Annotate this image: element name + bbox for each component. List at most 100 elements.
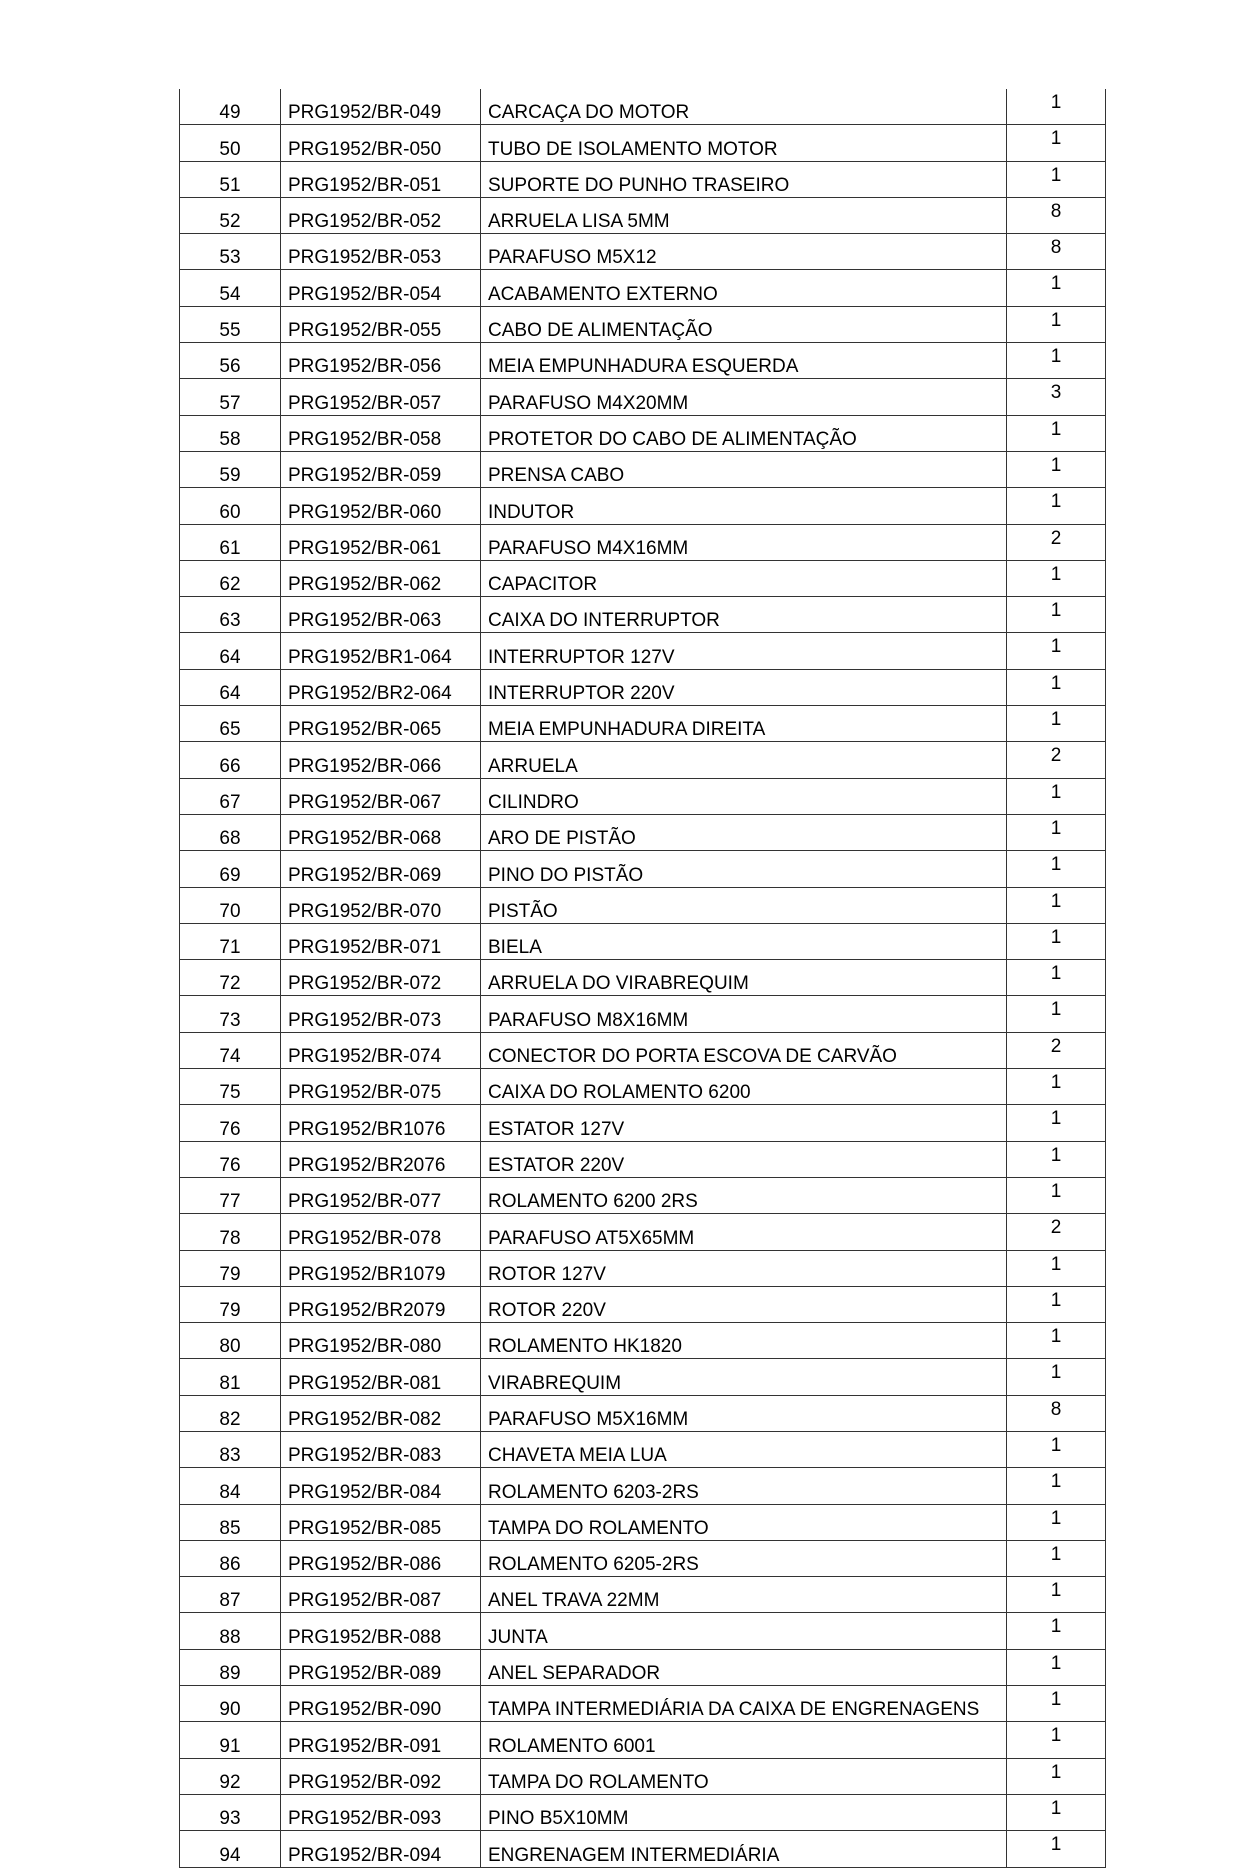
part-description: PROTETOR DO CABO DE ALIMENTAÇÃO [480,414,1007,452]
part-description: TUBO DE ISOLAMENTO MOTOR [480,124,1007,162]
part-description: TAMPA DO ROLAMENTO [480,1757,1007,1795]
quantity: 1 [1006,1430,1106,1469]
part-code: PRG1952/BR-074 [280,1031,481,1070]
item-number: 72 [179,959,281,997]
part-code: PRG1952/BR-085 [280,1503,481,1541]
part-description: ROLAMENTO HK1820 [480,1322,1007,1360]
table-row: 59 PRG1952/BR-059 PRENSA CABO 1 [179,450,1106,489]
part-code: PRG1952/BR2-064 [280,668,481,707]
part-code: PRG1952/BR-084 [280,1467,481,1505]
part-description: ANEL TRAVA 22MM [480,1576,1007,1614]
part-code: PRG1952/BR-092 [280,1757,481,1795]
quantity: 1 [1006,450,1106,489]
part-code: PRG1952/BR-081 [280,1358,481,1396]
part-code: PRG1952/BR-056 [280,342,481,380]
table-row: 56 PRG1952/BR-056 MEIA EMPUNHADURA ESQUERD… [179,342,1106,380]
quantity: 1 [1006,1285,1106,1324]
part-code: PRG1952/BR-053 [280,233,481,271]
item-number: 66 [179,741,281,779]
part-code: PRG1952/BR-059 [280,450,481,489]
table-row: 85 PRG1952/BR-085 TAMPA DO ROLAMENTO 1 [179,1503,1106,1541]
quantity: 1 [1006,1757,1106,1795]
part-description: CHAVETA MEIA LUA [480,1430,1007,1469]
table-row: 57 PRG1952/BR-057 PARAFUSO M4X20MM 3 [179,378,1106,416]
table-row: 88 PRG1952/BR-088 JUNTA 1 [179,1612,1106,1650]
part-code: PRG1952/BR-057 [280,378,481,416]
quantity: 1 [1006,850,1106,888]
table-row: 87 PRG1952/BR-087 ANEL TRAVA 22MM 1 [179,1576,1106,1614]
part-description: CAIXA DO ROLAMENTO 6200 [480,1068,1007,1106]
part-description: ESTATOR 220V [480,1140,1007,1178]
part-code: PRG1952/BR-089 [280,1648,481,1687]
part-code: PRG1952/BR-093 [280,1793,481,1832]
part-code: PRG1952/BR-070 [280,886,481,924]
quantity: 1 [1006,959,1106,997]
part-description: ROLAMENTO 6001 [480,1721,1007,1759]
part-code: PRG1952/BR-073 [280,995,481,1033]
part-code: PRG1952/BR-063 [280,596,481,634]
item-number: 69 [179,850,281,888]
part-code: PRG1952/BR-087 [280,1576,481,1614]
quantity: 1 [1006,487,1106,525]
item-number: 93 [179,1793,281,1832]
part-code: PRG1952/BR-055 [280,305,481,344]
item-number: 63 [179,596,281,634]
part-description: PARAFUSO AT5X65MM [480,1213,1007,1251]
quantity: 1 [1006,305,1106,344]
item-number: 80 [179,1322,281,1360]
item-number: 81 [179,1358,281,1396]
table-row: 54 PRG1952/BR-054 ACABAMENTO EXTERNO 1 [179,269,1106,307]
part-description: CONECTOR DO PORTA ESCOVA DE CARVÃO [480,1031,1007,1070]
table-row: 70 PRG1952/BR-070 PISTÃO 1 [179,886,1106,924]
item-number: 84 [179,1467,281,1505]
part-code: PRG1952/BR-094 [280,1830,481,1868]
item-number: 64 [179,668,281,707]
part-code: PRG1952/BR-082 [280,1394,481,1432]
part-description: ANEL SEPARADOR [480,1648,1007,1687]
quantity: 1 [1006,668,1106,707]
item-number: 92 [179,1757,281,1795]
quantity: 1 [1006,1793,1106,1832]
part-description: PINO B5X10MM [480,1793,1007,1832]
table-row: 79 PRG1952/BR1079 ROTOR 127V 1 [179,1249,1106,1287]
quantity: 2 [1006,741,1106,779]
item-number: 91 [179,1721,281,1759]
quantity: 3 [1006,378,1106,416]
table-row: 90 PRG1952/BR-090 TAMPA INTERMEDIÁRIA DA C… [179,1685,1106,1723]
part-code: PRG1952/BR-060 [280,487,481,525]
table-row: 67 PRG1952/BR-067 CILINDRO 1 [179,777,1106,815]
table-row: 76 PRG1952/BR2076 ESTATOR 220V 1 [179,1140,1106,1178]
item-number: 65 [179,705,281,743]
part-description: PARAFUSO M5X16MM [480,1394,1007,1432]
part-description: INTERRUPTOR 127V [480,632,1007,670]
quantity: 1 [1006,1648,1106,1687]
quantity: 1 [1006,1612,1106,1650]
quantity: 1 [1006,559,1106,598]
part-code: PRG1952/BR1079 [280,1249,481,1287]
quantity: 1 [1006,705,1106,743]
part-code: PRG1952/BR-065 [280,705,481,743]
table-row: 73 PRG1952/BR-073 PARAFUSO M8X16MM 1 [179,995,1106,1033]
table-row: 84 PRG1952/BR-084 ROLAMENTO 6203-2RS 1 [179,1467,1106,1505]
table-row: 76 PRG1952/BR1076 ESTATOR 127V 1 [179,1104,1106,1142]
item-number: 78 [179,1213,281,1251]
table-row: 71 PRG1952/BR-071 BIELA 1 [179,922,1106,961]
part-description: MEIA EMPUNHADURA ESQUERDA [480,342,1007,380]
item-number: 88 [179,1612,281,1650]
quantity: 1 [1006,1176,1106,1215]
table-row: 92 PRG1952/BR-092 TAMPA DO ROLAMENTO 1 [179,1757,1106,1795]
table-row: 78 PRG1952/BR-078 PARAFUSO AT5X65MM 2 [179,1213,1106,1251]
item-number: 76 [179,1140,281,1178]
part-description: CABO DE ALIMENTAÇÃO [480,305,1007,344]
part-code: PRG1952/BR1-064 [280,632,481,670]
part-code: PRG1952/BR-091 [280,1721,481,1759]
part-description: PARAFUSO M8X16MM [480,995,1007,1033]
parts-table: 49 PRG1952/BR-049 CARCAÇA DO MOTOR 1 50 PRG19… [179,89,1106,1868]
part-description: SUPORTE DO PUNHO TRASEIRO [480,160,1007,198]
quantity: 1 [1006,414,1106,452]
part-description: PARAFUSO M5X12 [480,233,1007,271]
quantity: 1 [1006,1249,1106,1287]
item-number: 79 [179,1285,281,1324]
quantity: 1 [1006,269,1106,307]
item-number: 50 [179,124,281,162]
